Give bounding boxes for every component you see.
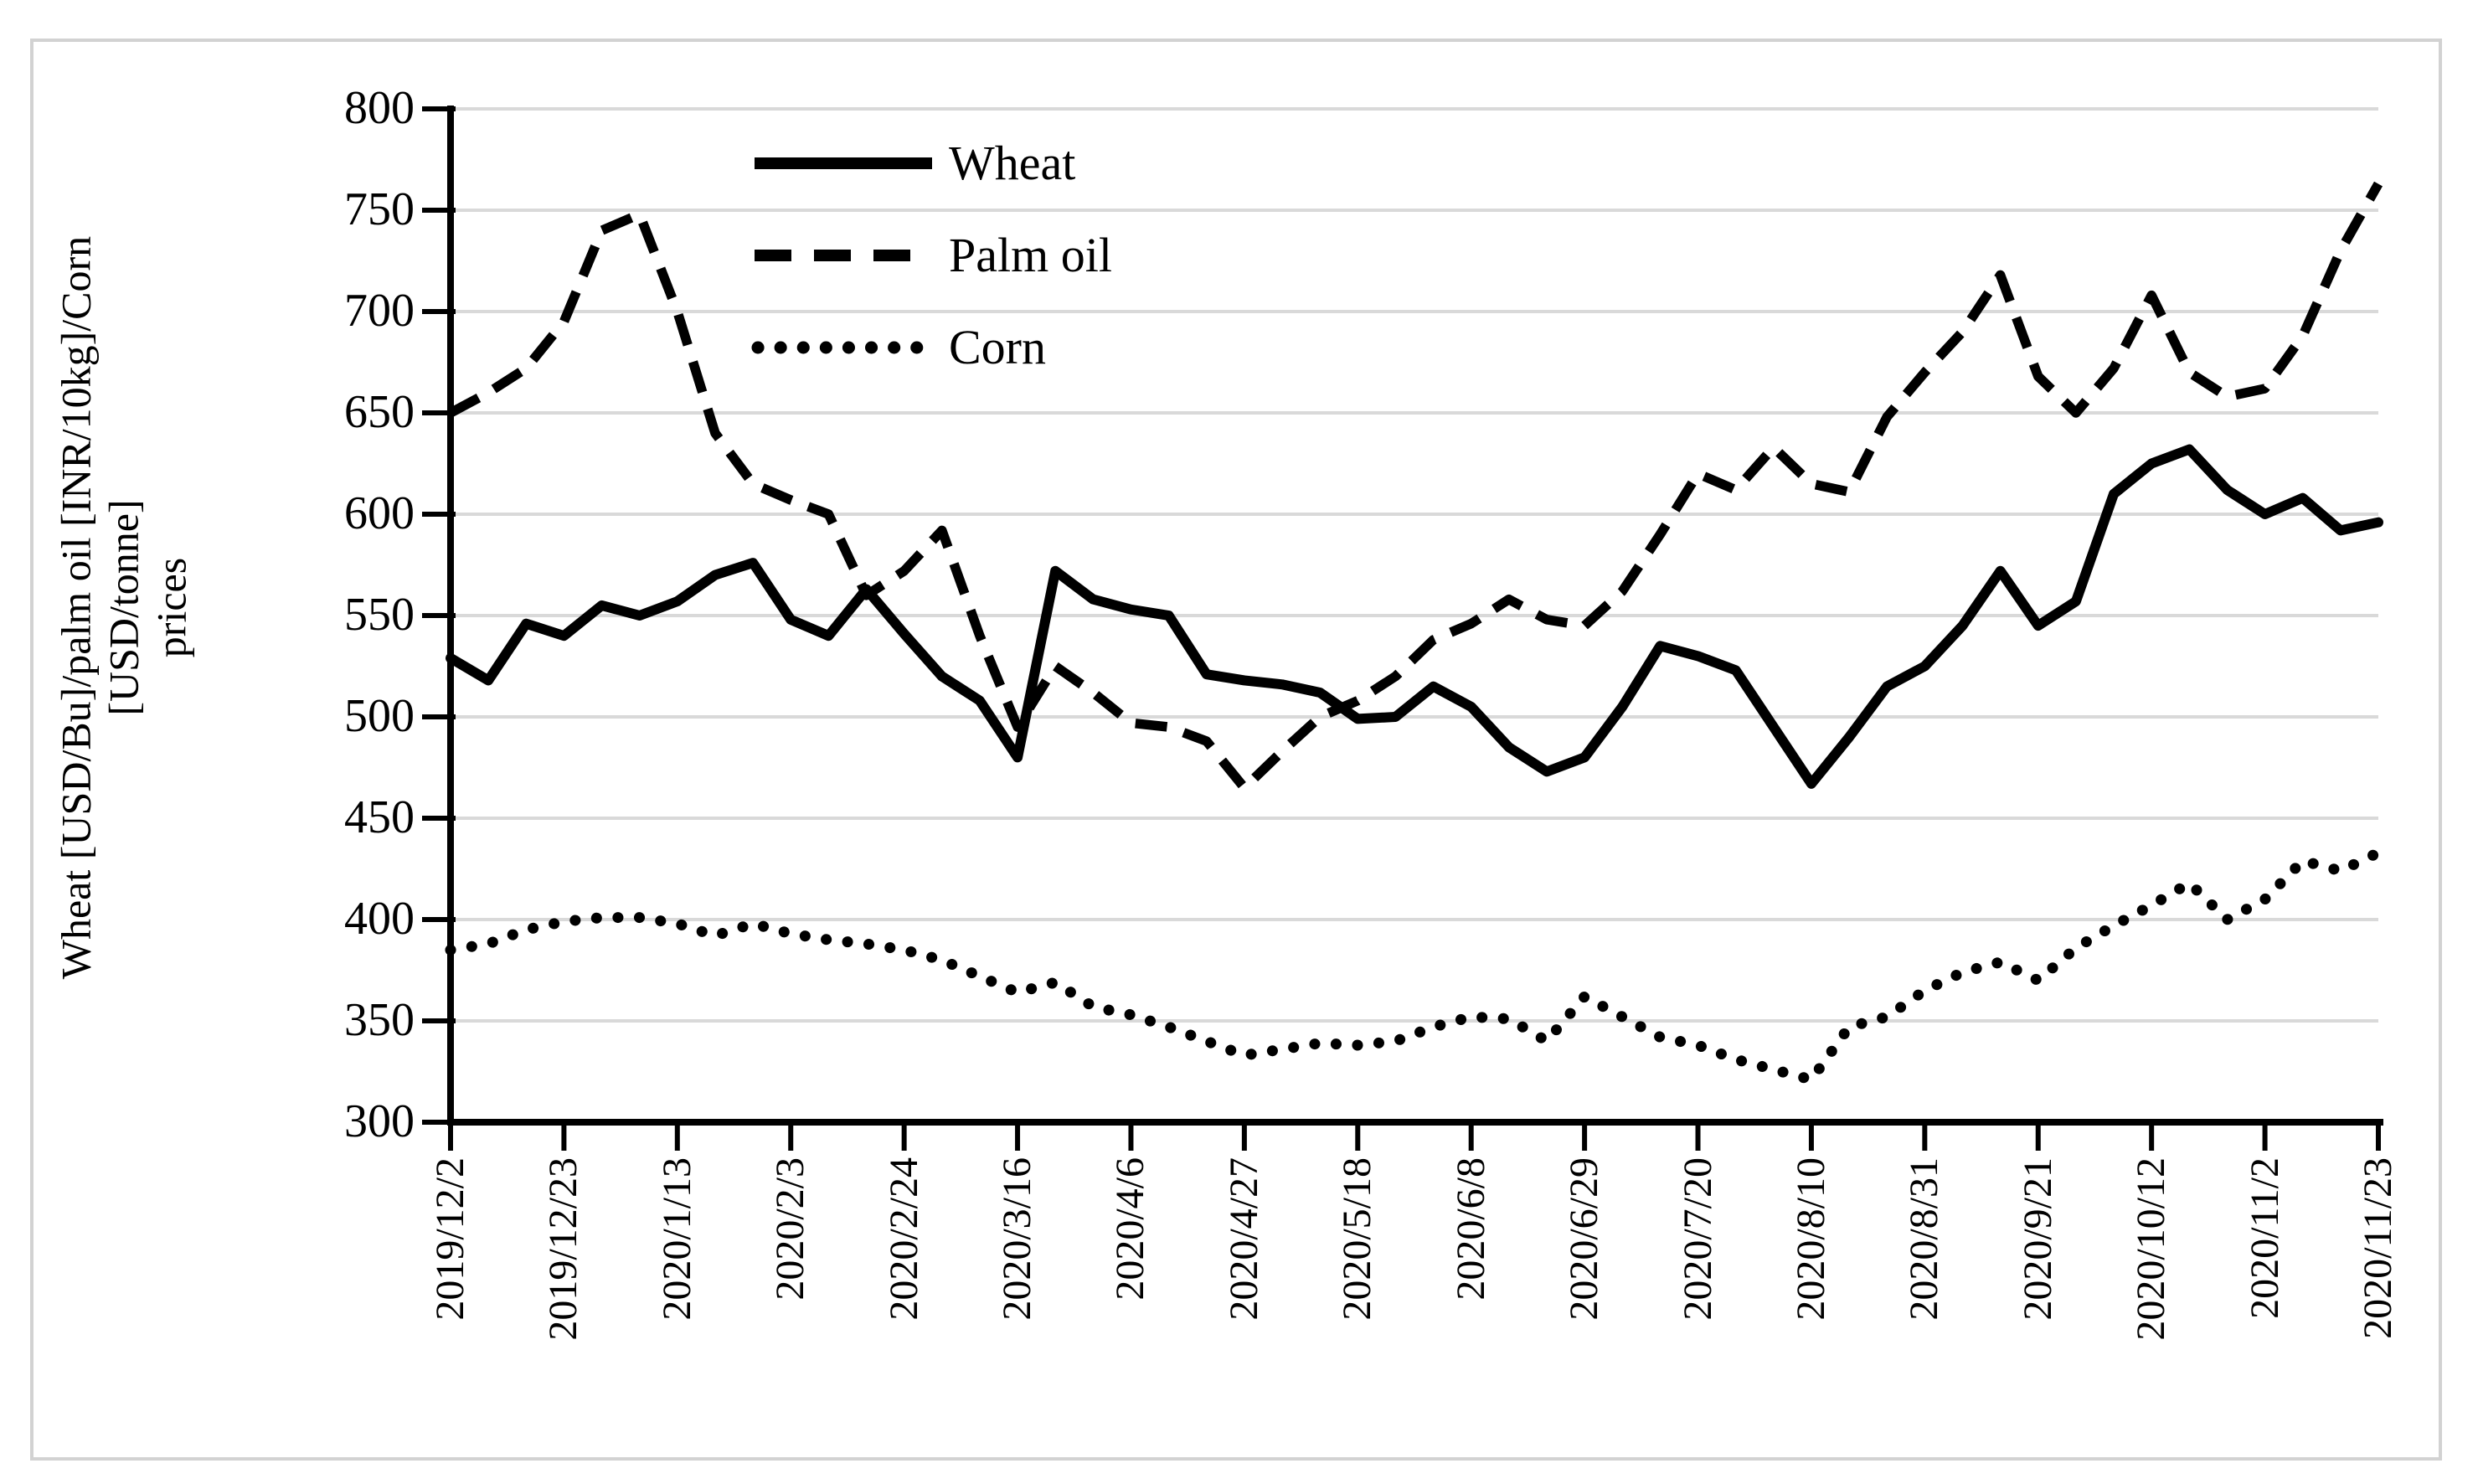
x-tick-label-2020/11/23: 2020/11/23	[2356, 1157, 2400, 1339]
y-axis-title: Wheat [USD/Bu]/palm oil [INR/10kg]/Corn …	[53, 0, 196, 1236]
x-tick-label-2020/3/16: 2020/3/16	[995, 1157, 1040, 1321]
y-tick-label-700: 700	[344, 285, 415, 337]
x-tick-label-2019/12/2: 2019/12/2	[428, 1157, 472, 1321]
y-axis-title-line3: prices	[147, 557, 195, 658]
y-tick-label-800: 800	[344, 82, 415, 134]
x-tick-label-2020/6/8: 2020/6/8	[1448, 1157, 1493, 1301]
y-tick-label-400: 400	[344, 893, 415, 945]
y-tick-label-550: 550	[344, 589, 415, 641]
y-tick-label-650: 650	[344, 386, 415, 438]
y-tick-label-750: 750	[344, 183, 415, 235]
legend: Wheat Palm oil Corn	[751, 117, 1112, 394]
legend-item-palm-oil: Palm oil	[751, 209, 1112, 301]
series-line-wheat	[446, 444, 2383, 789]
legend-label-palm-oil: Palm oil	[949, 228, 1112, 282]
x-tick-label-2020/5/18: 2020/5/18	[1335, 1157, 1380, 1321]
legend-label-corn: Corn	[949, 320, 1046, 374]
figure-border	[30, 39, 2442, 1461]
y-tick-label-300: 300	[344, 1095, 415, 1147]
corn-line-sample-icon	[751, 341, 935, 354]
legend-item-wheat: Wheat	[751, 117, 1112, 209]
y-axis-title-line1: Wheat [USD/Bu]/palm oil [INR/10kg]/Corn	[52, 235, 100, 980]
series-line-palm-oil	[448, 181, 2383, 793]
legend-label-wheat: Wheat	[949, 136, 1076, 190]
x-tick-label-2020/9/21: 2020/9/21	[2015, 1157, 2060, 1321]
x-tick-label-2020/8/10: 2020/8/10	[1788, 1157, 1833, 1321]
x-tick-label-2020/11/2: 2020/11/2	[2242, 1157, 2287, 1319]
x-tick-label-2020/7/20: 2020/7/20	[1675, 1157, 1720, 1321]
y-tick-label-350: 350	[344, 994, 415, 1046]
y-tick-label-500: 500	[344, 690, 415, 742]
palm-oil-line-sample-icon	[755, 250, 932, 261]
x-tick-label-2019/12/23: 2019/12/23	[541, 1157, 586, 1341]
legend-item-corn: Corn	[751, 301, 1112, 394]
x-tick-label-2020/4/27: 2020/4/27	[1221, 1157, 1266, 1321]
y-tick-label-600: 600	[344, 487, 415, 539]
y-tick-label-450: 450	[344, 791, 415, 843]
x-tick-label-2020/6/29: 2020/6/29	[1562, 1157, 1607, 1321]
x-tick-label-2020/4/6: 2020/4/6	[1108, 1157, 1153, 1301]
series-line-corn	[445, 847, 2384, 1085]
wheat-line-sample-icon	[755, 157, 932, 169]
x-tick-label-2020/1/13: 2020/1/13	[654, 1157, 699, 1321]
x-tick-label-2020/2/24: 2020/2/24	[881, 1157, 926, 1321]
x-tick-label-2020/10/12: 2020/10/12	[2129, 1157, 2174, 1341]
y-axis-title-line2: [USD/tonne]	[100, 499, 147, 716]
x-tick-label-2020/8/31: 2020/8/31	[1902, 1157, 1947, 1321]
x-tick-label-2020/2/3: 2020/2/3	[768, 1157, 813, 1301]
